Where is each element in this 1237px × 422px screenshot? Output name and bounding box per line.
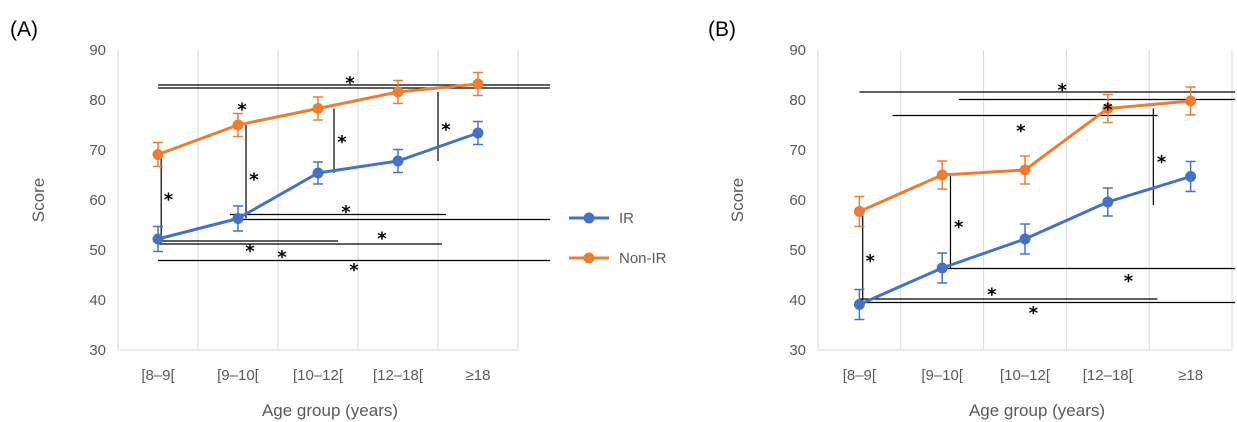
significance-star: * [987,285,997,306]
data-point [472,78,484,90]
y-tick-label: 40 [789,292,806,309]
data-point [1185,95,1197,107]
data-point [392,86,404,98]
legend-label: IR [619,210,634,227]
x-tick-label: ≥18 [1178,367,1203,384]
y-tick-label: 60 [789,192,806,209]
legend: IR Non-IR [569,210,667,267]
y-tick-label: 70 [89,142,106,159]
data-point [1019,233,1031,245]
significance-star: * [277,247,287,268]
y-tick-label: 30 [789,342,806,359]
y-tick-label: 60 [89,192,106,209]
y-tick-label: 50 [789,242,806,259]
legend-label: Non-IR [619,250,667,267]
significance-star: * [954,217,964,238]
y-axis-title: Score [29,178,48,222]
significance-star: * [345,73,355,94]
significance-star: * [1103,100,1113,121]
x-tick-label: [10–12[ [293,367,344,384]
x-tick-label: ≥18 [466,367,491,384]
y-tick-label: 50 [89,242,106,259]
significance-star: * [1016,121,1026,142]
data-point [232,119,244,131]
y-tick-label: 80 [89,92,106,109]
legend-marker [583,212,595,224]
panel-label: (A) [10,18,38,41]
legend-marker [583,252,595,264]
x-tick-label: [9–10[ [217,367,260,384]
x-tick-label: [8–9[ [141,367,175,384]
significance-star: * [377,229,387,250]
x-tick-label: [10–12[ [1000,367,1051,384]
y-tick-label: 80 [789,92,806,109]
x-tick-label: [8–9[ [843,367,877,384]
data-point [1185,171,1197,182]
significance-star: * [237,100,247,121]
significance-star: * [164,190,174,211]
significance-star: * [1157,152,1167,173]
data-point [1102,103,1114,114]
data-point [853,206,865,217]
y-tick-label: 90 [789,42,806,59]
y-tick-label: 90 [89,42,106,59]
x-tick-label: [12–18[ [1083,367,1134,384]
x-tick-label: [9–10[ [921,367,964,384]
significance-star: * [441,120,451,141]
data-point [232,213,244,224]
significance-star: * [337,132,347,153]
y-tick-label: 70 [789,142,806,159]
data-point [312,103,324,114]
x-axis-title: Age group (years) [969,401,1105,420]
data-point [392,155,404,167]
data-point [312,167,324,179]
significance-star: * [349,260,359,281]
y-axis-title: Score [728,178,747,222]
significance-star: * [865,251,875,272]
data-point [853,299,865,310]
chart-panel-b: (B) 30 40 50 60 70 80 90 [8–9[ [9–10[ [10–12[ [12–1… [708,18,1235,420]
significance-star: * [1058,80,1068,101]
x-tick-label: [12–18[ [373,367,424,384]
y-tick-label: 30 [89,342,106,359]
data-point [472,127,484,139]
series-line-ir [157,131,479,241]
chart-panel-a: (A) 30 40 50 60 70 80 90 [8–9[ [9–10[ [10–12[ [12–1… [10,18,550,420]
data-point [1019,164,1031,176]
significance-star: * [341,202,351,223]
data-point [936,262,948,274]
significance-star: * [245,241,255,262]
data-point [152,149,164,160]
significance-star: * [249,170,259,191]
data-point [152,233,164,245]
panel-label: (B) [708,18,736,41]
significance-star: * [1124,271,1134,292]
y-tick-label: 40 [89,292,106,309]
x-axis-title: Age group (years) [262,401,398,420]
significance-star: * [1029,303,1039,324]
data-point [936,169,948,181]
data-point [1102,196,1114,208]
